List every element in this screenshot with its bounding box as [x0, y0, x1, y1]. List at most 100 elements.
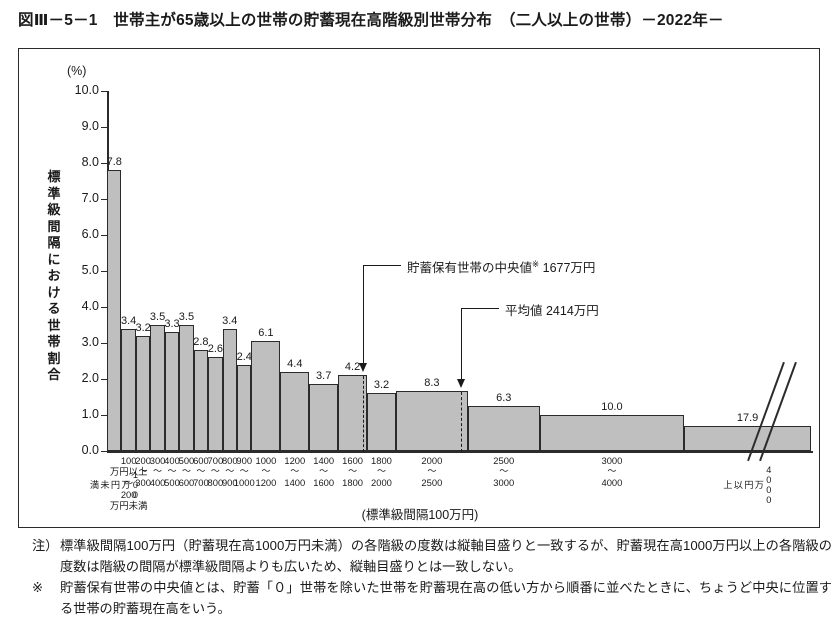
- y-axis-tick-label: 2.0: [81, 371, 99, 385]
- bar: [338, 375, 368, 451]
- bar-value-label: 2.8: [193, 336, 209, 349]
- bar: [467, 405, 540, 451]
- bar-value-label: 3.7: [316, 370, 332, 383]
- y-axis-tick-label: 9.0: [81, 119, 99, 133]
- y-axis-tick-mark: [101, 343, 107, 345]
- bar: [107, 170, 122, 451]
- y-axis-tick-mark: [101, 235, 107, 237]
- bar-value-label: 7.8: [106, 156, 122, 169]
- bar-value-label: 2.4: [236, 350, 252, 363]
- median-arrow-stem: [363, 265, 365, 365]
- y-axis-tick-mark: [101, 379, 107, 381]
- x-axis-category-label: 800 〜 900: [221, 455, 238, 489]
- bar-value-label: 6.3: [496, 391, 512, 404]
- bar-value-label: 4.2: [344, 361, 361, 374]
- y-axis-title-char: お: [47, 268, 61, 283]
- bar-value-label: 6.1: [258, 327, 274, 340]
- bar: [251, 341, 281, 451]
- bar-value-label: 3.3: [164, 318, 180, 331]
- footnote: 注） 標準級間隔100万円（貯蓄現在高1000万円未満）の各階級の度数は縦軸目盛り…: [32, 536, 832, 577]
- x-axis-labels: 100 万円未満 100 万円以上〜 200 万円未満 200 〜 300 300 〜 400 400 〜…: [88, 453, 813, 521]
- mean-arrow-stem: [461, 308, 463, 381]
- y-axis-tick-mark: [101, 307, 107, 309]
- y-axis-tick-label: 5.0: [81, 263, 99, 277]
- y-axis-tick-mark: [101, 163, 107, 165]
- plot-area: 7.8 3.4 3.2 3.5 3.3 3.5 2.8 2.6 3.4 2.4 6.1 4.4 3.7 4…: [107, 91, 811, 451]
- bar-value-label: 3.5: [178, 311, 195, 323]
- x-axis-category-label: 100 万円未満: [88, 470, 141, 500]
- x-axis-category-label: 1800 〜 2000: [371, 455, 392, 489]
- x-axis-category-label: 500 〜 600: [178, 455, 195, 489]
- x-axis-category-label: 300 〜 400: [149, 455, 166, 489]
- y-axis-title-char: 合: [47, 367, 61, 382]
- footnote-text: 貯蓄保有世帯の中央値とは、貯蓄「０」世帯を除いた世帯を貯蓄現在高の低い方から順番…: [60, 580, 832, 616]
- bar: [684, 425, 811, 451]
- chart-frame: (%) 標準級間隔における世帯割合 10.0 9.0 8.0 7.0 6.0 5.0 4.0…: [18, 48, 820, 528]
- y-axis-tick-label: 7.0: [81, 191, 99, 205]
- y-axis-tick-label: 10.0: [74, 83, 99, 97]
- x-axis-category-label: 100 万円以上〜 200 万円未満: [109, 455, 148, 512]
- x-axis-category-label: 700 〜 800: [207, 455, 224, 489]
- bar: [208, 357, 223, 451]
- y-axis-title-char: 帯: [47, 334, 61, 349]
- footnotes: 注） 標準級間隔100万円（貯蓄現在高1000万円未満）の各階級の度数は縦軸目盛り…: [32, 536, 832, 620]
- bar: [367, 393, 396, 451]
- footnote-marker: ※: [32, 580, 44, 595]
- x-axis-category-label: 1200 〜 1400: [284, 455, 306, 489]
- x-axis-category-label: 2000 〜 2500: [421, 455, 443, 489]
- x-axis-category-label: 400 〜 500: [164, 455, 180, 489]
- x-axis-category-label: 600 〜 700: [193, 455, 209, 489]
- y-axis-tick-label: 6.0: [81, 227, 99, 241]
- y-axis-title-char: 世: [47, 317, 61, 333]
- y-axis-tick-mark: [101, 415, 107, 417]
- bar-value-label: 2.6: [207, 343, 223, 356]
- y-axis-tick-label: 0.0: [81, 443, 99, 457]
- figure-title: 図Ⅲ－5－1 世帯主が65歳以上の世帯の貯蓄現在高階級別世帯分布 （二人以上の世…: [18, 12, 724, 29]
- bar: [193, 350, 209, 451]
- bar: [237, 364, 252, 451]
- footnote-marker: 注）: [32, 538, 59, 553]
- median-arrow-leader: [363, 265, 401, 267]
- y-axis-title-char: 隔: [47, 235, 61, 250]
- bar-value-label: 3.4: [222, 314, 238, 327]
- x-axis-category-label: 3000 〜 4000: [601, 455, 623, 489]
- y-axis-title-char: 準: [47, 185, 61, 201]
- mean-arrow-leader: [461, 308, 499, 310]
- bar-value-label: 3.2: [135, 321, 151, 334]
- y-axis-title-char: 割: [47, 350, 61, 366]
- y-axis-tick-label: 1.0: [81, 407, 99, 421]
- y-axis-tick-mark: [101, 127, 107, 129]
- median-arrow-head: [359, 363, 367, 372]
- x-axis-caption: (標準級間隔100万円): [361, 508, 479, 522]
- x-axis-category-label: 2500 〜 3000: [493, 455, 515, 489]
- x-axis-line: [107, 451, 813, 453]
- x-axis-category-label: 1000 〜 1200: [255, 455, 277, 489]
- bar: [150, 325, 165, 451]
- bar: [179, 325, 194, 451]
- bar-value-label: 8.3: [424, 377, 440, 390]
- y-axis-tick-label: 3.0: [81, 335, 99, 349]
- bar-value-label: 3.5: [149, 311, 166, 323]
- y-axis-tick-mark: [101, 91, 107, 93]
- y-axis-tick-mark: [101, 451, 107, 453]
- y-axis-title-char: に: [47, 251, 61, 267]
- bar: [164, 332, 180, 451]
- median-marker-line: [363, 376, 364, 452]
- mean-annotation-label: 平均値 2414万円: [505, 304, 599, 318]
- y-axis-title-char: 級: [47, 202, 61, 217]
- mean-arrow-head: [457, 379, 465, 388]
- y-axis-unit: (%): [67, 64, 87, 78]
- y-axis-title: 標準級間隔における世帯割合: [45, 169, 63, 384]
- footnote-text: 標準級間隔100万円（貯蓄現在高1000万円未満）の各階級の度数は縦軸目盛りと一…: [60, 538, 832, 574]
- bar: [280, 371, 310, 451]
- mean-marker-line: [461, 392, 462, 452]
- bar: [135, 335, 151, 451]
- y-axis-tick-mark: [101, 199, 107, 201]
- bar-value-label: 17.9: [736, 411, 759, 424]
- y-axis-tick-labels: 10.0 9.0 8.0 7.0 6.0 5.0 4.0 3.0 2.0 1.0 0.0: [37, 83, 99, 517]
- bar: [539, 415, 685, 451]
- bar-value-label: 10.0: [601, 401, 623, 413]
- y-axis-tick-label: 4.0: [81, 299, 99, 313]
- y-axis-title-char: 間: [47, 218, 61, 234]
- x-axis-category-label: 4000 万円以上: [721, 465, 774, 505]
